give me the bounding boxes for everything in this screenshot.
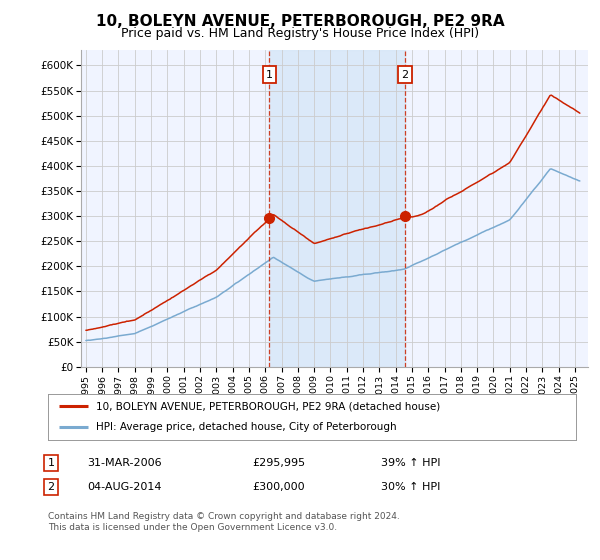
Text: 1: 1 [47,458,55,468]
Text: 2: 2 [47,482,55,492]
Text: 10, BOLEYN AVENUE, PETERBOROUGH, PE2 9RA: 10, BOLEYN AVENUE, PETERBOROUGH, PE2 9RA [95,14,505,29]
Text: HPI: Average price, detached house, City of Peterborough: HPI: Average price, detached house, City… [95,422,396,432]
Text: 1: 1 [266,69,273,80]
Text: 10, BOLEYN AVENUE, PETERBOROUGH, PE2 9RA (detached house): 10, BOLEYN AVENUE, PETERBOROUGH, PE2 9RA… [95,401,440,411]
Bar [269,50,405,367]
Text: 2: 2 [401,69,409,80]
Text: 39% ↑ HPI: 39% ↑ HPI [381,458,440,468]
Text: 04-AUG-2014: 04-AUG-2014 [87,482,161,492]
Text: 30% ↑ HPI: 30% ↑ HPI [381,482,440,492]
Text: £300,000: £300,000 [252,482,305,492]
Text: 31-MAR-2006: 31-MAR-2006 [87,458,161,468]
Text: Price paid vs. HM Land Registry's House Price Index (HPI): Price paid vs. HM Land Registry's House … [121,27,479,40]
Text: £295,995: £295,995 [252,458,305,468]
Text: Contains HM Land Registry data © Crown copyright and database right 2024.
This d: Contains HM Land Registry data © Crown c… [48,512,400,532]
